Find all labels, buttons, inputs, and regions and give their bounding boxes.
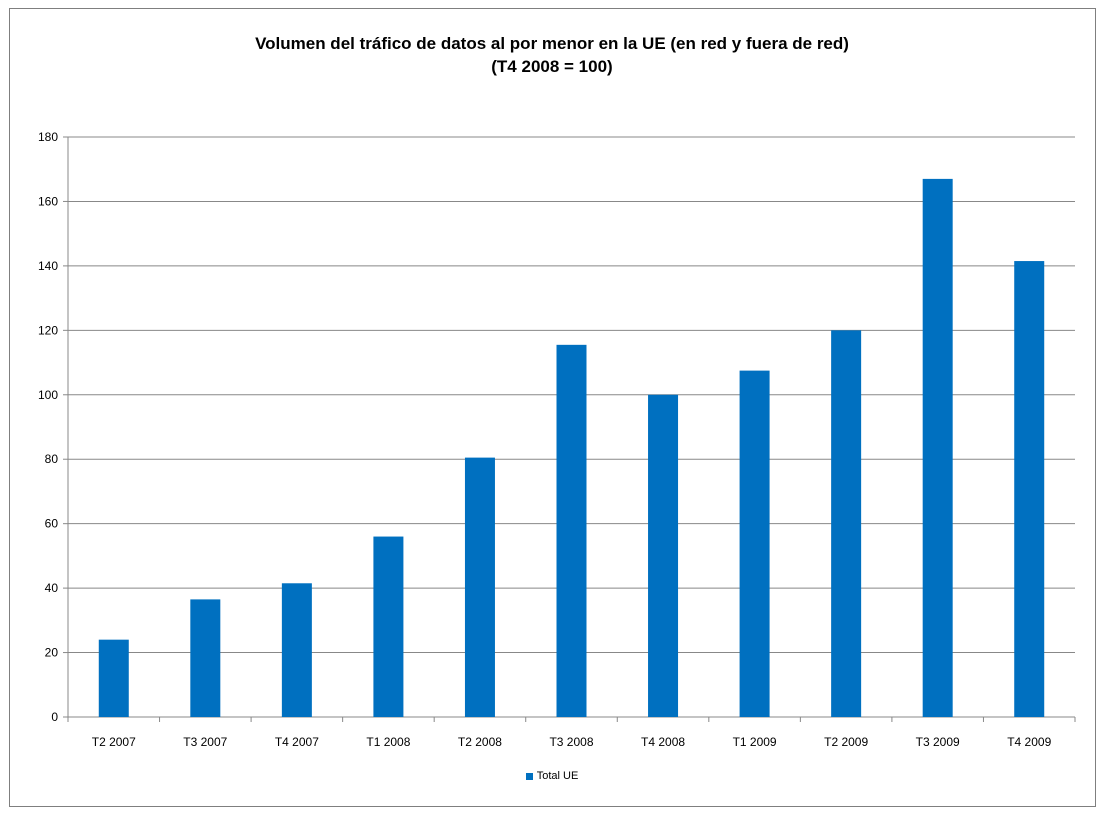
bar	[281, 583, 312, 717]
y-tick-label: 0	[51, 710, 58, 724]
bar	[922, 178, 953, 717]
chart-frame	[9, 8, 1096, 807]
y-tick-label: 80	[45, 452, 59, 466]
legend-swatch	[525, 772, 533, 780]
bar	[98, 639, 129, 717]
bar	[739, 370, 770, 717]
x-tick-label: T3 2007	[183, 735, 227, 749]
y-tick-label: 120	[38, 323, 58, 337]
x-tick-label: T1 2008	[366, 735, 410, 749]
bar	[1014, 261, 1045, 717]
bar	[464, 457, 495, 717]
x-tick-label: T3 2009	[916, 735, 960, 749]
bar	[373, 536, 404, 717]
x-tick-label: T2 2007	[92, 735, 136, 749]
x-tick-label: T1 2009	[733, 735, 777, 749]
bar	[648, 394, 679, 717]
x-tick-label: T4 2008	[641, 735, 685, 749]
y-tick-label: 40	[45, 581, 59, 595]
bar	[556, 344, 587, 717]
x-tick-label: T4 2009	[1007, 735, 1051, 749]
y-tick-label: 140	[38, 259, 58, 273]
y-tick-label: 60	[45, 517, 59, 531]
chart-subtitle: (T4 2008 = 100)	[491, 57, 613, 76]
x-tick-label: T3 2008	[549, 735, 593, 749]
x-tick-label: T2 2008	[458, 735, 502, 749]
chart-title: Volumen del tráfico de datos al por meno…	[255, 34, 849, 53]
bar	[190, 599, 221, 717]
x-tick-label: T4 2007	[275, 735, 319, 749]
y-tick-label: 20	[45, 646, 59, 660]
bar	[831, 330, 862, 717]
y-tick-label: 180	[38, 130, 58, 144]
y-tick-label: 100	[38, 388, 58, 402]
x-tick-label: T2 2009	[824, 735, 868, 749]
legend: Total UE	[0, 770, 1104, 782]
legend-label: Total UE	[536, 770, 579, 782]
y-tick-label: 160	[38, 194, 58, 208]
